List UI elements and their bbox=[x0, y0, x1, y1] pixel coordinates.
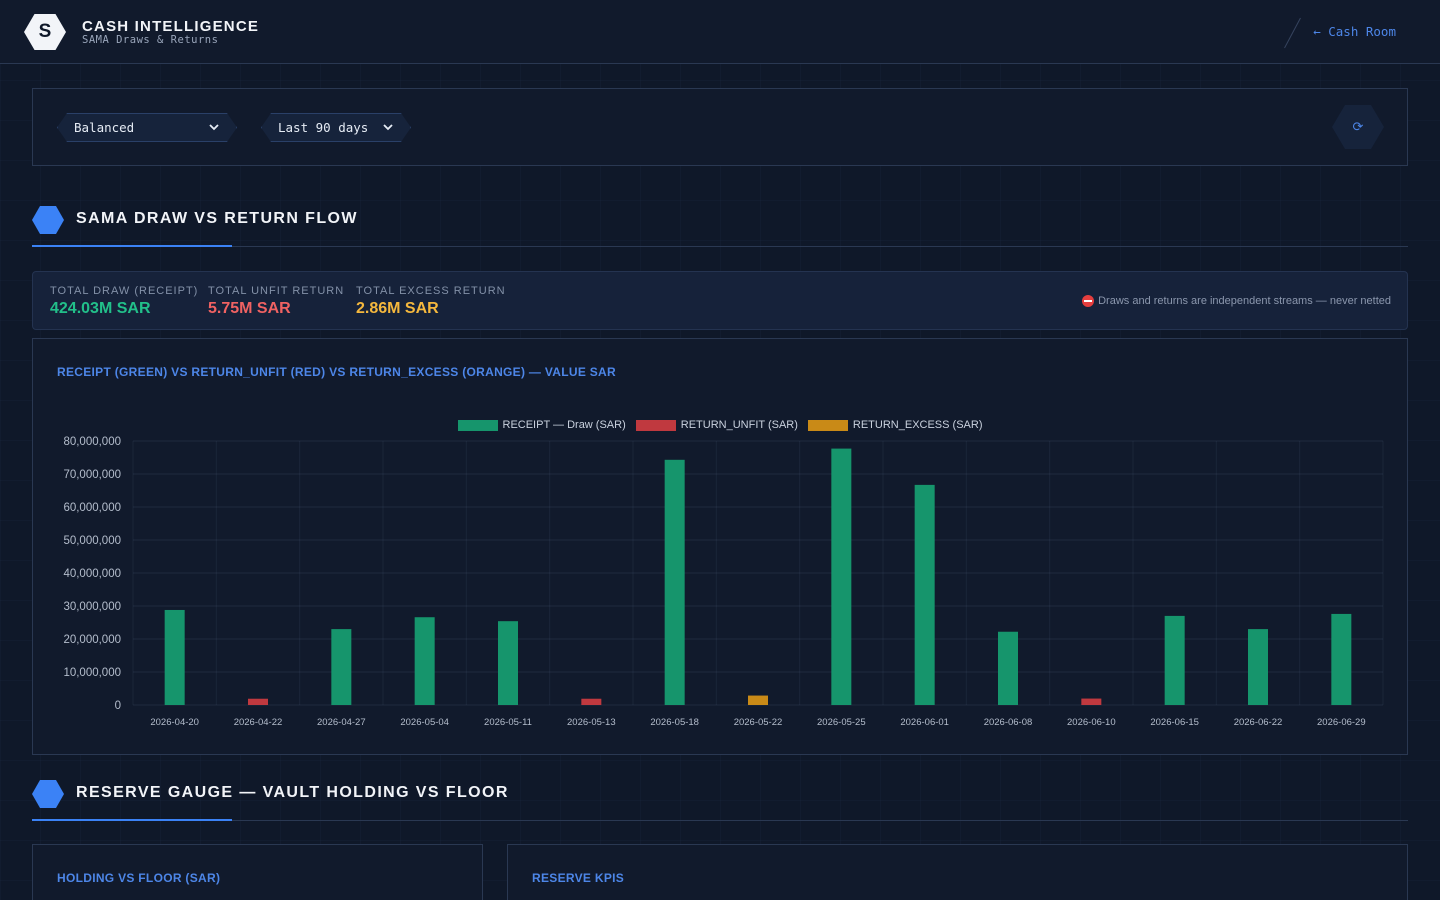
header-divider bbox=[1284, 17, 1301, 49]
chart-bar[interactable] bbox=[331, 629, 352, 705]
legend-item-receipt[interactable]: RECEIPT — Draw (SAR) bbox=[457, 419, 626, 431]
chart-bar[interactable] bbox=[1331, 613, 1352, 705]
chart-bar[interactable] bbox=[164, 609, 185, 705]
y-tick-label: 20,000,000 bbox=[63, 634, 121, 646]
kpi-value: 424.03M SAR bbox=[50, 300, 151, 317]
back-to-cash-room-link[interactable]: ← Cash Room bbox=[1313, 24, 1396, 39]
hexagon-icon bbox=[32, 206, 64, 234]
x-tick-label: 2026-04-20 bbox=[150, 717, 199, 728]
chart-bar[interactable] bbox=[998, 631, 1018, 705]
y-tick-label: 60,000,000 bbox=[63, 502, 121, 514]
chevron-down-icon bbox=[208, 121, 220, 133]
reserve-kpis-title: RESERVE KPIS bbox=[532, 871, 625, 885]
section-title-flow: SAMA DRAW VS RETURN FLOW bbox=[76, 210, 358, 227]
section-header-flow: SAMA DRAW VS RETURN FLOW bbox=[32, 206, 1408, 236]
logo-letter: S bbox=[38, 21, 52, 42]
y-tick-label: 80,000,000 bbox=[63, 436, 121, 448]
x-tick-label: 2026-05-18 bbox=[650, 717, 699, 728]
x-tick-label: 2026-06-01 bbox=[900, 717, 949, 728]
x-tick-label: 2026-06-29 bbox=[1317, 717, 1366, 728]
reserve-kpis-panel: RESERVE KPIS bbox=[507, 844, 1408, 900]
y-tick-label: 40,000,000 bbox=[63, 568, 121, 580]
chart-bar[interactable] bbox=[1248, 629, 1268, 705]
kpi-total-excess-return: TOTAL EXCESS RETURN 2.86M SAR bbox=[356, 285, 506, 318]
hexagon-icon bbox=[32, 780, 64, 808]
range-select[interactable]: Last 90 days bbox=[261, 113, 411, 142]
chart-panel-title: RECEIPT (GREEN) VS RETURN_UNFIT (RED) VS… bbox=[57, 365, 616, 379]
legend-label: RETURN_EXCESS (SAR) bbox=[852, 419, 983, 431]
x-tick-label: 2026-05-25 bbox=[817, 717, 866, 728]
kpi-label: TOTAL EXCESS RETURN bbox=[356, 285, 506, 297]
flow-bar-chart: 0 10,000,000 20,000,000 30,000,000 40,000,00… bbox=[63, 436, 1384, 728]
legend-swatch bbox=[807, 419, 848, 431]
mode-select-value: Balanced bbox=[74, 120, 135, 135]
netting-note-text: Draws and returns are independent stream… bbox=[1098, 295, 1391, 307]
kpi-label: TOTAL UNFIT RETURN bbox=[208, 285, 345, 297]
holding-vs-floor-panel: HOLDING VS FLOOR (SAR) bbox=[32, 844, 483, 900]
x-tick-label: 2026-05-13 bbox=[567, 717, 616, 728]
x-tick-label: 2026-06-15 bbox=[1150, 717, 1199, 728]
y-tick-label: 30,000,000 bbox=[63, 601, 121, 613]
chart-bar[interactable] bbox=[414, 617, 435, 705]
chart-legend: RECEIPT — Draw (SAR) RETURN_UNFIT (SAR) … bbox=[33, 419, 1407, 431]
chart-bar[interactable] bbox=[914, 484, 935, 705]
kpi-label: TOTAL DRAW (RECEIPT) bbox=[50, 285, 199, 297]
legend-swatch bbox=[457, 419, 498, 431]
chevron-down-icon bbox=[382, 121, 394, 133]
flow-chart-panel: RECEIPT (GREEN) VS RETURN_UNFIT (RED) VS… bbox=[32, 338, 1408, 755]
app-logo: S bbox=[24, 14, 66, 50]
chart-bar[interactable] bbox=[581, 698, 602, 705]
chart-bar[interactable] bbox=[831, 448, 852, 705]
chart-bar[interactable] bbox=[1081, 698, 1102, 705]
x-tick-label: 2026-06-22 bbox=[1234, 717, 1283, 728]
x-tick-label: 2026-04-27 bbox=[317, 717, 366, 728]
top-bar: S CASH INTELLIGENCE SAMA Draws & Returns… bbox=[0, 0, 1440, 64]
holding-panel-title: HOLDING VS FLOOR (SAR) bbox=[57, 871, 221, 885]
netting-note: Draws and returns are independent stream… bbox=[1082, 295, 1391, 307]
kpi-strip: TOTAL DRAW (RECEIPT) 424.03M SAR TOTAL U… bbox=[32, 271, 1408, 330]
section-divider bbox=[32, 819, 1408, 821]
legend-label: RECEIPT — Draw (SAR) bbox=[502, 419, 626, 431]
section-header-reserve: RESERVE GAUGE — VAULT HOLDING VS FLOOR bbox=[32, 780, 1408, 810]
legend-item-return-excess[interactable]: RETURN_EXCESS (SAR) bbox=[807, 419, 983, 431]
kpi-total-unfit-return: TOTAL UNFIT RETURN 5.75M SAR bbox=[208, 285, 344, 318]
chart-bar[interactable] bbox=[664, 459, 685, 705]
y-tick-label: 70,000,000 bbox=[63, 469, 121, 481]
x-tick-label: 2026-05-11 bbox=[484, 717, 532, 728]
chart-bar[interactable] bbox=[248, 698, 268, 705]
app-subtitle: SAMA Draws & Returns bbox=[82, 34, 219, 46]
legend-item-return-unfit[interactable]: RETURN_UNFIT (SAR) bbox=[635, 419, 798, 431]
refresh-icon: ⟳ bbox=[1352, 119, 1364, 135]
legend-label: RETURN_UNFIT (SAR) bbox=[680, 419, 798, 431]
kpi-value: 2.86M SAR bbox=[356, 300, 439, 317]
kpi-total-draw: TOTAL DRAW (RECEIPT) 424.03M SAR bbox=[50, 285, 198, 318]
x-tick-label: 2026-06-08 bbox=[984, 717, 1033, 728]
refresh-button[interactable]: ⟳ bbox=[1332, 105, 1384, 149]
mode-select[interactable]: Balanced bbox=[57, 113, 237, 142]
kpi-value: 5.75M SAR bbox=[208, 300, 291, 317]
section-title-reserve: RESERVE GAUGE — VAULT HOLDING VS FLOOR bbox=[76, 784, 509, 801]
app-title: CASH INTELLIGENCE bbox=[82, 18, 260, 35]
x-tick-label: 2026-05-04 bbox=[400, 717, 449, 728]
x-tick-label: 2026-06-10 bbox=[1067, 717, 1116, 728]
y-tick-label: 50,000,000 bbox=[63, 535, 121, 547]
chart-bar[interactable] bbox=[498, 621, 518, 705]
range-select-value: Last 90 days bbox=[278, 120, 369, 135]
section-divider bbox=[32, 245, 1408, 247]
chart-bar[interactable] bbox=[1164, 615, 1185, 705]
x-tick-label: 2026-04-22 bbox=[234, 717, 283, 728]
chart-bar[interactable] bbox=[748, 695, 768, 705]
filter-panel: Balanced Last 90 days ⟳ bbox=[32, 88, 1408, 166]
legend-swatch bbox=[635, 419, 676, 431]
no-entry-icon bbox=[1082, 295, 1095, 307]
x-tick-label: 2026-05-22 bbox=[734, 717, 783, 728]
y-tick-label: 0 bbox=[115, 700, 121, 712]
y-tick-label: 10,000,000 bbox=[63, 667, 121, 679]
